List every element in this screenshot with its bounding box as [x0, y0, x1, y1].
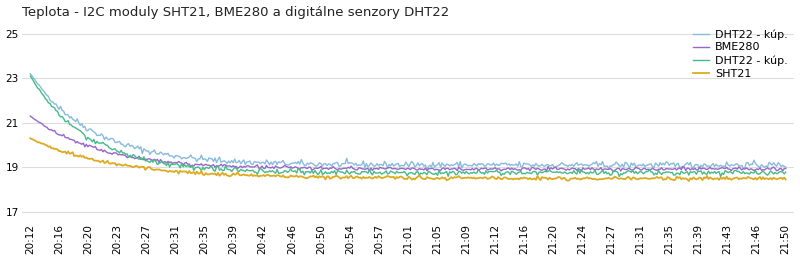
Line: DHT22 - kúp.: DHT22 - kúp.: [30, 74, 786, 170]
DHT22 - kúp.: [389, 171, 398, 174]
DHT22 - kúp.: [781, 166, 790, 169]
Legend: DHT22 - kúp., BME280, DHT22 - kúp., SHT21: DHT22 - kúp., BME280, DHT22 - kúp., SHT2…: [688, 25, 792, 83]
BME280: [389, 167, 398, 170]
DHT22 - kúp.: [764, 172, 774, 175]
SHT21: [26, 137, 35, 140]
DHT22 - kúp.: [384, 172, 394, 175]
BME280: [646, 168, 656, 171]
DHT22 - kúp.: [422, 168, 432, 172]
SHT21: [684, 180, 694, 183]
BME280: [434, 168, 444, 172]
BME280: [26, 114, 35, 118]
DHT22 - kúp.: [384, 163, 394, 166]
SHT21: [645, 177, 654, 180]
DHT22 - kúp.: [716, 175, 726, 178]
DHT22 - kúp.: [781, 171, 790, 174]
Line: SHT21: SHT21: [30, 138, 786, 181]
DHT22 - kúp.: [389, 164, 398, 167]
BME280: [608, 170, 618, 173]
SHT21: [764, 178, 774, 181]
SHT21: [389, 175, 398, 178]
BME280: [384, 166, 394, 169]
BME280: [764, 167, 774, 171]
BME280: [781, 167, 790, 170]
BME280: [475, 168, 485, 171]
DHT22 - kúp.: [434, 169, 444, 172]
SHT21: [384, 175, 394, 178]
Line: BME280: BME280: [30, 116, 786, 172]
DHT22 - kúp.: [26, 72, 35, 75]
Line: DHT22 - kúp.: DHT22 - kúp.: [30, 76, 786, 177]
DHT22 - kúp.: [646, 162, 656, 165]
Text: Teplota - I2C moduly SHT21, BME280 a digitálne senzory DHT22: Teplota - I2C moduly SHT21, BME280 a dig…: [22, 5, 449, 18]
SHT21: [434, 177, 444, 180]
DHT22 - kúp.: [477, 162, 486, 165]
DHT22 - kúp.: [436, 166, 446, 169]
DHT22 - kúp.: [645, 168, 654, 171]
SHT21: [475, 176, 485, 179]
DHT22 - kúp.: [26, 74, 35, 77]
DHT22 - kúp.: [764, 161, 774, 164]
SHT21: [781, 178, 790, 181]
DHT22 - kúp.: [475, 170, 485, 173]
